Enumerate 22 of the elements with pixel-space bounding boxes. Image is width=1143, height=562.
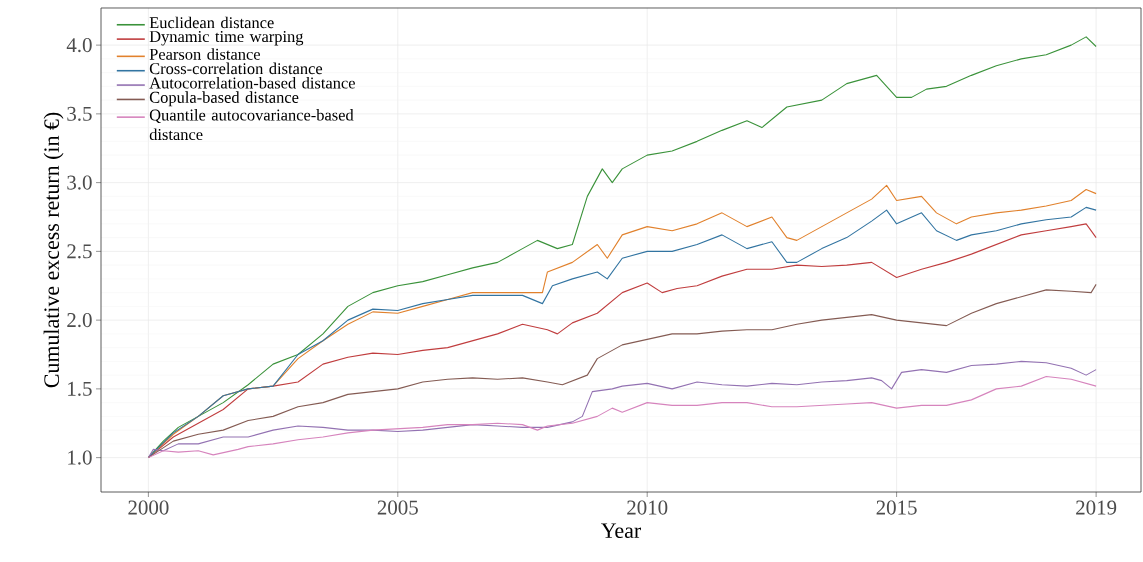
legend-label: Quantile autocovariance-based distance bbox=[149, 109, 354, 141]
y-tick-label: 4.0 bbox=[66, 38, 92, 53]
legend-label: Cross-correlation distance bbox=[149, 62, 323, 75]
y-tick-label: 1.0 bbox=[68, 450, 92, 465]
y-tick-label: 2.0 bbox=[67, 313, 92, 328]
legend-label: Copula-based distance bbox=[149, 91, 299, 107]
x-axis-title: Year bbox=[601, 523, 642, 539]
x-tick-label: 2000 bbox=[128, 500, 169, 515]
x-tick-label: 2019 bbox=[1076, 500, 1117, 515]
legend-label: Euclidean distance bbox=[149, 16, 274, 29]
legend-label: Autocorrelation-based distance bbox=[149, 76, 355, 89]
x-tick-label: 2015 bbox=[876, 500, 917, 515]
x-tick-label: 2005 bbox=[377, 500, 418, 515]
x-tick-label: 2010 bbox=[627, 500, 668, 515]
y-tick-label: 3.5 bbox=[67, 106, 92, 121]
y-axis-title: Cumulative excess return (in €) bbox=[43, 112, 64, 388]
legend-label: Pearson distance bbox=[149, 48, 260, 60]
legend-label: Dynamic time warping bbox=[149, 31, 304, 46]
y-tick-label: 3.0 bbox=[67, 175, 92, 190]
y-tick-label: 2.5 bbox=[67, 244, 92, 259]
y-tick-label: 1.5 bbox=[68, 381, 92, 396]
line-series bbox=[147, 360, 1097, 459]
